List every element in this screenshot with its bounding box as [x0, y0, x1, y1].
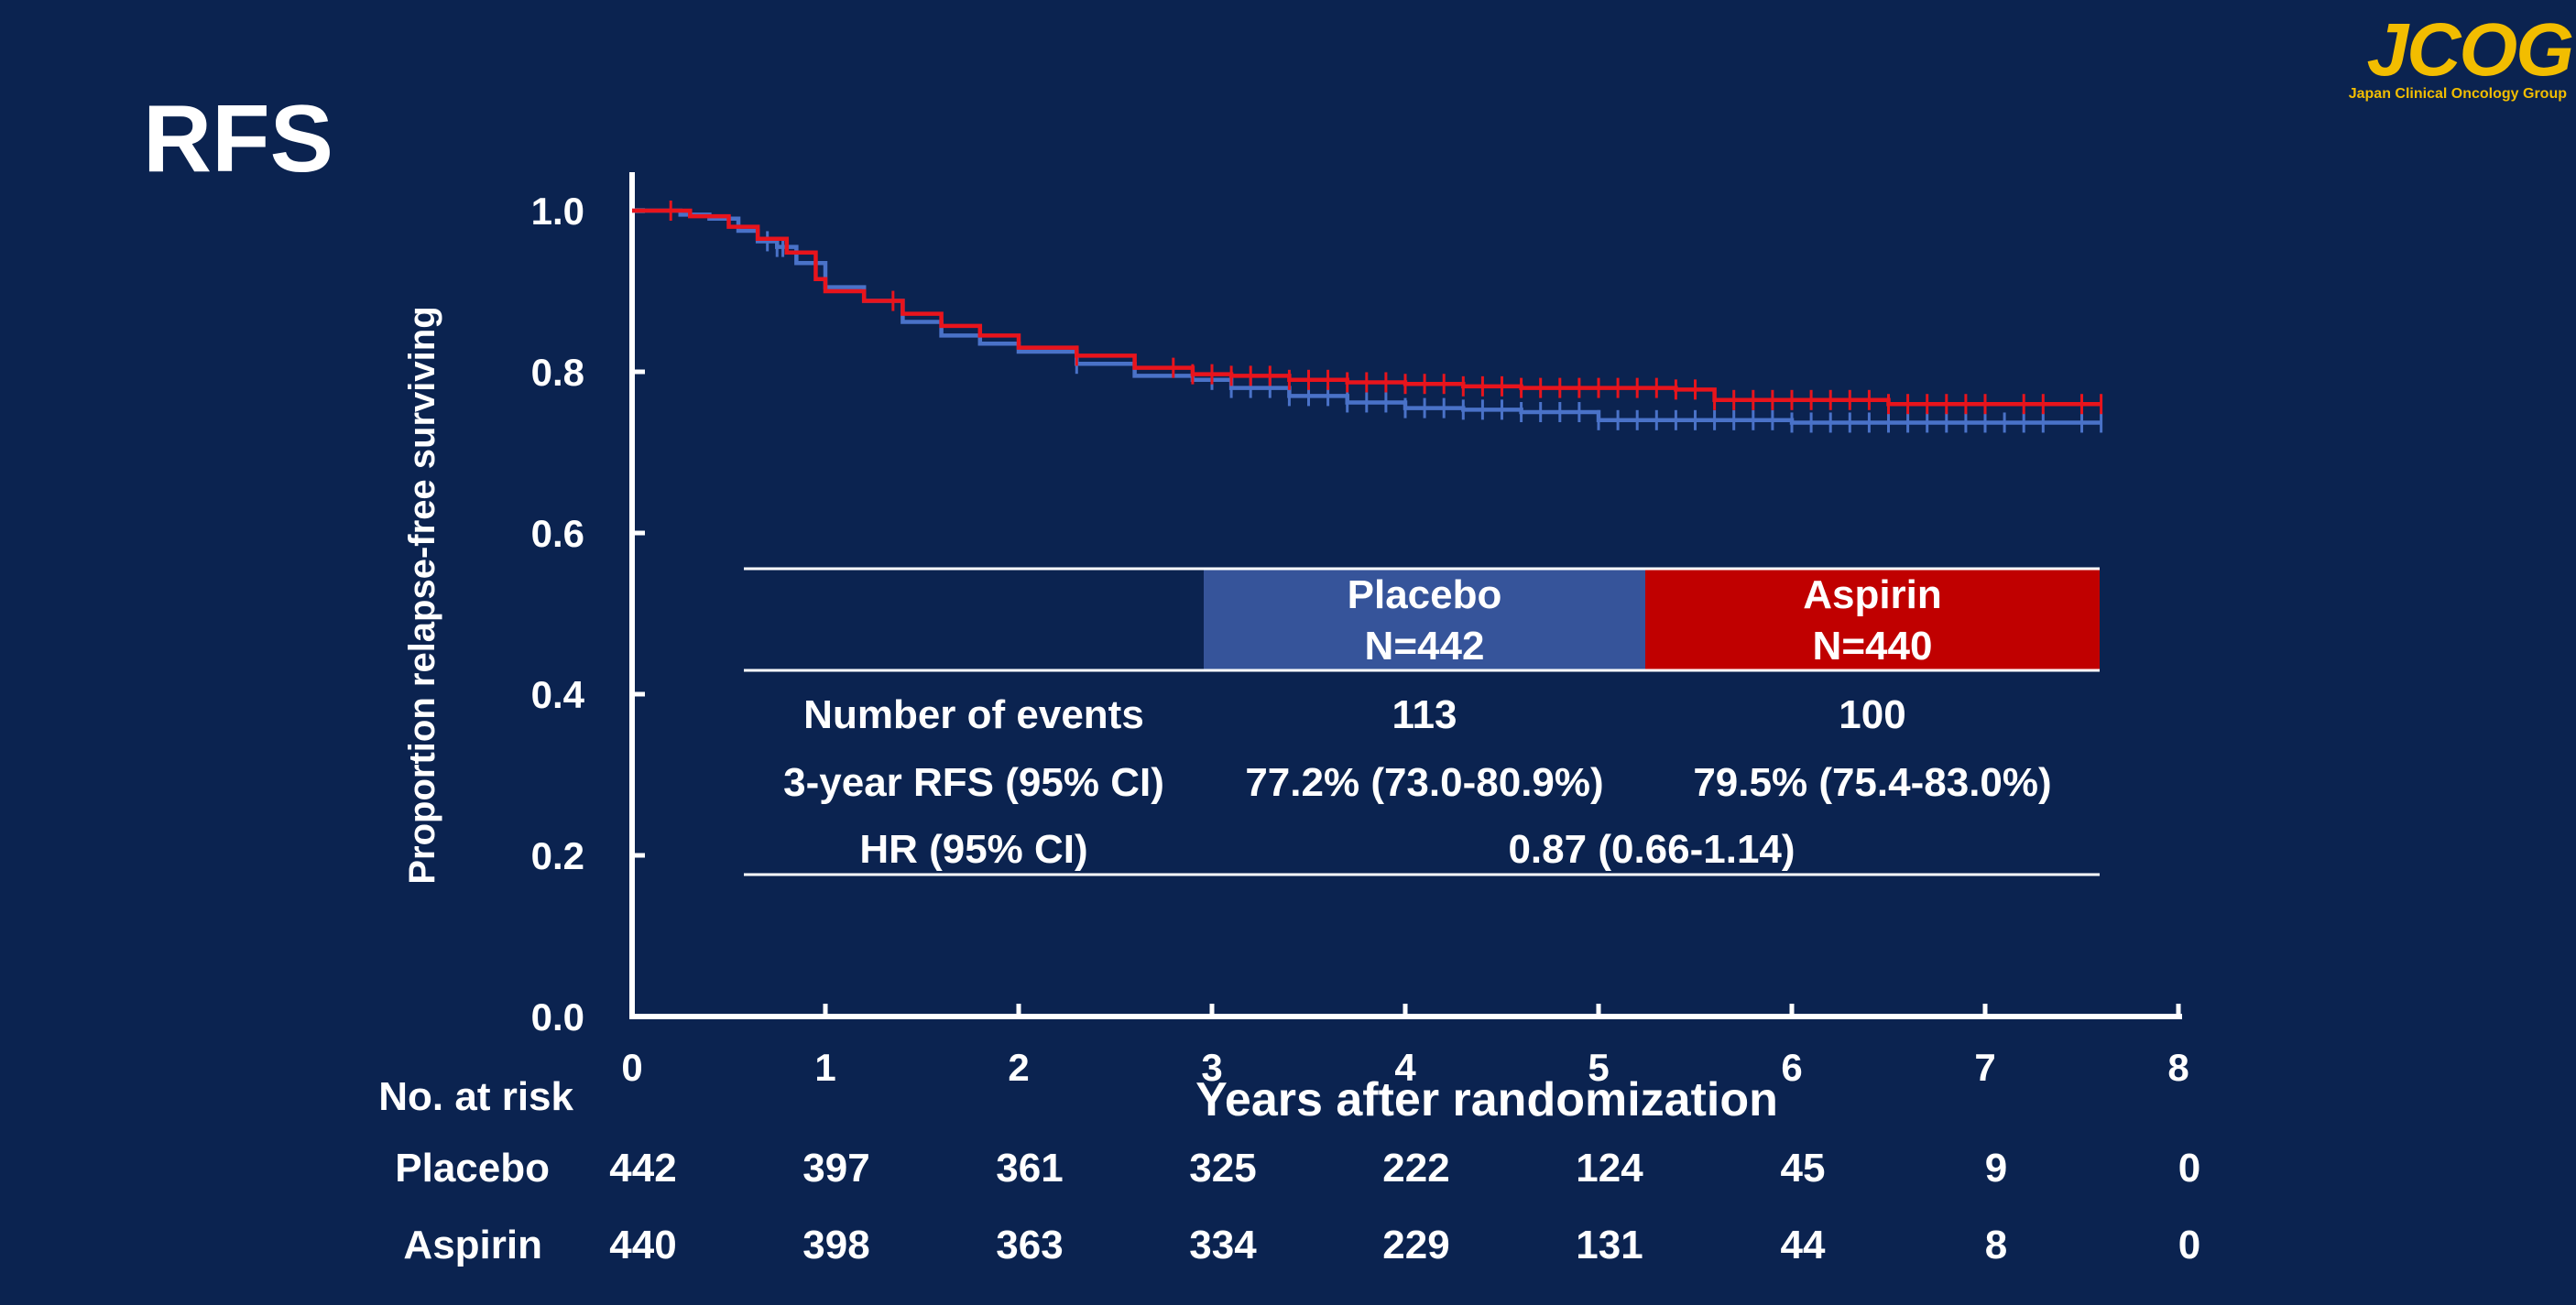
- rfs3-label: 3-year RFS (95% CI): [783, 760, 1164, 805]
- aspirin-header-name: Aspirin: [1803, 572, 1942, 617]
- risk-value-aspirin: 229: [1382, 1223, 1449, 1267]
- x-tick-label: 5: [1588, 1046, 1609, 1089]
- risk-value-placebo: 0: [2178, 1146, 2200, 1191]
- risk-value-placebo: 442: [609, 1146, 676, 1191]
- curves: [632, 201, 2103, 433]
- y-tick-label: 0.6: [531, 512, 584, 555]
- hr-value: 0.87 (0.66-1.14): [1508, 827, 1795, 872]
- y-tick-label: 0.0: [531, 995, 584, 1039]
- km-curve-aspirin: [632, 208, 2101, 407]
- risk-value-aspirin: 440: [609, 1223, 676, 1267]
- placebo-header-name: Placebo: [1348, 572, 1502, 617]
- y-tick-label: 0.4: [531, 673, 585, 716]
- jcog-logo: JCOG Japan Clinical Oncology Group: [2316, 8, 2574, 104]
- y-tick-label: 0.8: [531, 351, 584, 394]
- events-aspirin: 100: [1839, 692, 1905, 737]
- x-tick-label: 6: [1781, 1046, 1802, 1089]
- risk-value-aspirin: 363: [996, 1223, 1063, 1267]
- logo-mark: JCOG: [2366, 8, 2574, 92]
- x-axis-label: Years after randomization: [1195, 1073, 1778, 1126]
- risk-value-placebo: 222: [1382, 1146, 1449, 1191]
- events-placebo: 113: [1392, 692, 1457, 737]
- x-tick-label: 0: [621, 1046, 642, 1089]
- risk-value-placebo: 325: [1189, 1146, 1256, 1191]
- risk-value-placebo: 361: [996, 1146, 1063, 1191]
- risk-value-aspirin: 44: [1781, 1223, 1826, 1267]
- logo-subtitle: Japan Clinical Oncology Group: [2348, 86, 2567, 102]
- x-tick-label: 8: [2167, 1046, 2189, 1089]
- risk-value-aspirin: 131: [1576, 1223, 1643, 1267]
- slide-title: RFS: [143, 86, 333, 192]
- risk-value-aspirin: 0: [2178, 1223, 2200, 1267]
- risk-table-title: No. at risk: [378, 1074, 573, 1119]
- placebo-header-cell: [1204, 569, 1645, 669]
- rfs3-placebo: 77.2% (73.0-80.9%): [1245, 760, 1603, 805]
- risk-value-aspirin: 398: [802, 1223, 869, 1267]
- placebo-header-n: N=442: [1365, 624, 1485, 669]
- risk-value-placebo: 9: [1985, 1146, 2007, 1191]
- aspirin-header-cell: [1645, 569, 2100, 669]
- y-axis-label: Proportion relapse-free surviving: [402, 306, 442, 884]
- hr-label: HR (95% CI): [859, 827, 1087, 872]
- risk-value-placebo: 397: [802, 1146, 869, 1191]
- x-tick-label: 3: [1201, 1046, 1222, 1089]
- risk-row-label-aspirin: Aspirin: [403, 1223, 542, 1267]
- risk-value-placebo: 45: [1781, 1146, 1826, 1191]
- y-tick-label: 0.2: [531, 834, 584, 877]
- rfs3-aspirin: 79.5% (75.4-83.0%): [1693, 760, 2051, 805]
- x-tick-label: 1: [814, 1046, 835, 1089]
- x-tick-label: 7: [1974, 1046, 1995, 1089]
- x-tick-label: 2: [1008, 1046, 1029, 1089]
- events-label: Number of events: [803, 692, 1144, 737]
- risk-value-placebo: 124: [1576, 1146, 1643, 1191]
- aspirin-header-n: N=440: [1813, 624, 1933, 669]
- summary-table: Placebo N=442 Aspirin N=440 Number of ev…: [744, 567, 2100, 876]
- risk-value-aspirin: 334: [1189, 1223, 1257, 1267]
- risk-row-label-placebo: Placebo: [395, 1146, 550, 1191]
- x-tick-label: 4: [1394, 1046, 1416, 1089]
- risk-table: No. at risk Placebo Aspirin 442 397 361 325…: [378, 1074, 2200, 1267]
- risk-value-aspirin: 8: [1985, 1223, 2007, 1267]
- y-tick-label: 1.0: [531, 190, 584, 233]
- ticks: 0.0 0.2 0.4 0.6 0.8 1.0 0 1 2 3 4 5 6 7 8: [531, 190, 2189, 1089]
